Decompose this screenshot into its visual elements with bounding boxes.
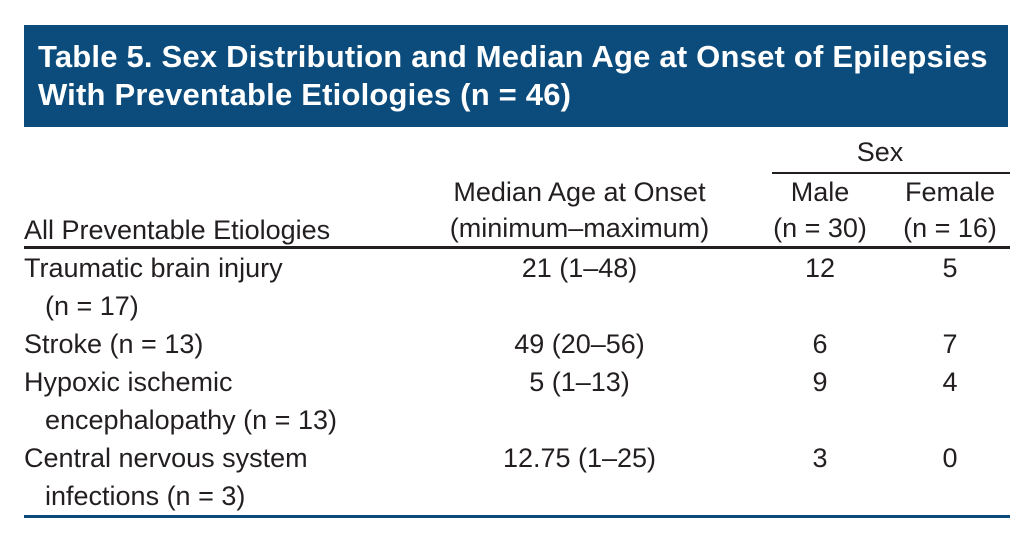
table-row: Hypoxic ischemic encephalopathy (n = 13)… xyxy=(24,363,1010,439)
etiology-label-line1: Hypoxic ischemic xyxy=(24,367,233,397)
male-column-header: Male (n = 30) xyxy=(750,174,890,246)
etiology-label-line2: infections (n = 3) xyxy=(45,481,246,511)
etiology-label-line1: Stroke (n = 13) xyxy=(24,329,204,359)
sex-group-header: Sex xyxy=(856,137,904,167)
male-count-cell: 12 xyxy=(804,253,836,283)
etiology-label-line2: encephalopathy (n = 13) xyxy=(45,405,337,435)
female-count-cell: 7 xyxy=(942,329,958,359)
female-count-cell: 5 xyxy=(942,253,958,283)
etiology-cell: Stroke (n = 13) xyxy=(24,325,409,363)
etiology-cell: Traumatic brain injury (n = 17) xyxy=(24,249,409,325)
etiology-cell: Hypoxic ischemic encephalopathy (n = 13) xyxy=(24,363,409,439)
female-count-cell: 4 xyxy=(942,367,958,397)
female-header-line1: Female xyxy=(904,177,996,207)
sex-header-rule xyxy=(772,172,1010,174)
table-row: Central nervous system infections (n = 3… xyxy=(24,439,1010,515)
table-title: Table 5. Sex Distribution and Median Age… xyxy=(38,39,988,112)
median-age-column-header: Median Age at Onset (minimum–maximum) xyxy=(409,174,750,246)
male-header-line2: (n = 30) xyxy=(773,213,867,243)
etiology-cell: Central nervous system infections (n = 3… xyxy=(24,439,409,515)
table-row: Traumatic brain injury (n = 17) 21 (1–48… xyxy=(24,249,1010,325)
sex-column-group: Sex Male (n = 30) Female (n = 16) xyxy=(750,135,1010,246)
female-count-cell: 0 xyxy=(942,443,958,473)
table-body: Traumatic brain injury (n = 17) 21 (1–48… xyxy=(24,249,1010,515)
data-table: All Preventable Etiologies Median Age at… xyxy=(24,135,1010,518)
table-title-banner: Table 5. Sex Distribution and Median Age… xyxy=(24,25,1008,127)
male-count-cell: 9 xyxy=(812,367,828,397)
table-header-row: All Preventable Etiologies Median Age at… xyxy=(24,135,1010,249)
table-row: Stroke (n = 13) 49 (20–56) 6 7 xyxy=(24,325,1010,363)
male-header-line1: Male xyxy=(790,177,850,207)
etiology-label-line1: Traumatic brain injury xyxy=(24,253,283,283)
median-age-cell: 21 (1–48) xyxy=(521,253,638,283)
etiology-column-header: All Preventable Etiologies xyxy=(24,215,331,245)
median-age-header-line1: Median Age at Onset xyxy=(453,177,706,207)
etiology-label-line2: (n = 17) xyxy=(45,291,139,321)
median-age-cell: 12.75 (1–25) xyxy=(502,443,657,473)
median-age-header-line2: (minimum–maximum) xyxy=(449,213,710,243)
male-count-cell: 3 xyxy=(812,443,828,473)
etiology-label-line1: Central nervous system xyxy=(24,443,308,473)
female-column-header: Female (n = 16) xyxy=(890,174,1010,246)
median-age-cell: 49 (20–56) xyxy=(514,329,645,359)
table-bottom-rule xyxy=(24,515,1010,518)
male-count-cell: 6 xyxy=(812,329,828,359)
median-age-cell: 5 (1–13) xyxy=(529,367,630,397)
female-header-line2: (n = 16) xyxy=(903,213,997,243)
